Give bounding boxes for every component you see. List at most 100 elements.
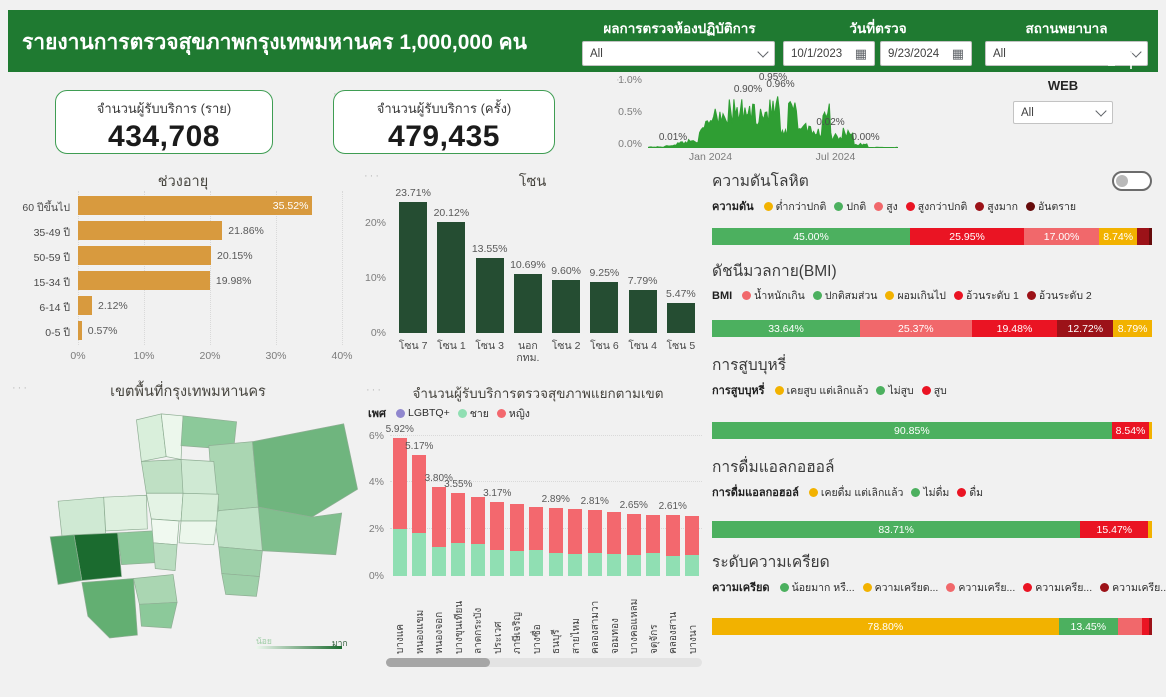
legend-item[interactable]: ความเครีย... bbox=[946, 579, 1015, 596]
segment-ปกติสมส่วน[interactable]: 33.64% bbox=[712, 320, 861, 337]
bar-female-บางคอแหลม[interactable] bbox=[626, 514, 641, 555]
legend-item[interactable]: ความเครีย... bbox=[1023, 579, 1092, 596]
bar-female-บางแค[interactable] bbox=[392, 437, 407, 530]
segment-สูงมาก[interactable] bbox=[1137, 228, 1149, 245]
legend-item[interactable]: อ้วนระดับ 1 bbox=[953, 287, 1019, 304]
segment-ไม่ดื่ม[interactable]: 83.71% bbox=[712, 521, 1081, 538]
trend-plot[interactable] bbox=[648, 78, 898, 148]
segment-ความเครีย...[interactable] bbox=[1148, 618, 1152, 635]
bar-female-ภาษีเจริญ[interactable] bbox=[509, 503, 524, 552]
bar-female-จตุจักร[interactable] bbox=[646, 514, 661, 553]
bar-male-จตุจักร[interactable] bbox=[646, 552, 661, 576]
segment-ความเครียด...[interactable]: 78.80% bbox=[712, 618, 1059, 635]
chart-scrollbar[interactable] bbox=[386, 658, 702, 667]
segment-เคยดื่ม แต่เลิกแล้ว[interactable] bbox=[1148, 521, 1152, 538]
bar-female-จอมทอง[interactable] bbox=[607, 511, 622, 554]
more-options-icon[interactable]: ··· bbox=[12, 382, 29, 394]
bar-female-บางนา[interactable] bbox=[685, 516, 700, 555]
bar-female-สายไหม[interactable] bbox=[568, 509, 583, 554]
toggle-switch[interactable] bbox=[1112, 170, 1152, 191]
bar-male-ภาษีเจริญ[interactable] bbox=[509, 551, 524, 576]
bar-female-คลองสาน[interactable] bbox=[665, 514, 680, 557]
more-options-icon[interactable]: ··· bbox=[616, 74, 633, 86]
bar-male-บางซื่อ[interactable] bbox=[529, 550, 544, 576]
segment-ปกติ[interactable]: 45.00% bbox=[712, 228, 910, 245]
bar-35-49 ปี[interactable] bbox=[78, 221, 223, 240]
segment-ความเครีย...[interactable] bbox=[1117, 618, 1143, 635]
bar-6-14 ปี[interactable] bbox=[78, 296, 92, 315]
bar-โซน 4[interactable] bbox=[628, 290, 657, 333]
calendar-icon[interactable]: ▦ bbox=[951, 46, 964, 61]
filter-icon[interactable] bbox=[1104, 58, 1118, 69]
legend-item[interactable]: ต่ำกว่าปกติ bbox=[763, 198, 826, 215]
legend-item[interactable]: สูงกว่าปกติ bbox=[905, 198, 967, 215]
bar-male-สายไหม[interactable] bbox=[568, 553, 583, 576]
segment-ความเครีย...[interactable] bbox=[1142, 618, 1149, 635]
segment-สูงกว่าปกติ[interactable]: 25.95% bbox=[910, 228, 1025, 245]
legend-item[interactable]: สูง bbox=[874, 198, 898, 215]
bar-โซน 6[interactable] bbox=[590, 282, 619, 333]
bar-male-บางคอแหลม[interactable] bbox=[626, 554, 641, 576]
legend-item[interactable]: ดื่ม bbox=[957, 484, 983, 501]
bar-male-คลองสามวา[interactable] bbox=[587, 552, 602, 576]
segment-น้ำหนักเกิน[interactable]: 25.37% bbox=[860, 320, 972, 337]
segment-ต่ำกว่าปกติ[interactable]: 8.74% bbox=[1098, 228, 1138, 245]
hospital-filter-dropdown[interactable]: All bbox=[985, 41, 1148, 66]
legend-item[interactable]: ชาย bbox=[457, 405, 489, 422]
legend-item[interactable]: ผอมเกินไป bbox=[885, 287, 946, 304]
date-end-input[interactable]: 9/23/2024 ▦ bbox=[880, 41, 972, 66]
more-options-icon[interactable]: ··· bbox=[364, 170, 381, 182]
date-start-input[interactable]: 10/1/2023 ▦ bbox=[783, 41, 875, 66]
bar-male-จอมทอง[interactable] bbox=[607, 553, 622, 576]
more-options-icon[interactable]: ··· bbox=[366, 384, 383, 396]
segment-สูง[interactable]: 17.00% bbox=[1024, 228, 1099, 245]
bar-โซน 2[interactable] bbox=[552, 280, 581, 333]
legend-item[interactable]: LGBTQ+ bbox=[396, 407, 450, 419]
bar-female-หนองจอก[interactable] bbox=[431, 487, 446, 547]
bar-นอก กทม.[interactable] bbox=[513, 274, 542, 333]
scrollbar-thumb[interactable] bbox=[386, 658, 490, 667]
bar-female-ลาดกระบัง[interactable] bbox=[470, 496, 485, 545]
segment-ผอมเกินไป[interactable]: 8.79% bbox=[1113, 320, 1152, 337]
bar-โซน 1[interactable] bbox=[437, 222, 466, 333]
legend-item[interactable]: เคยดื่ม แต่เลิกแล้ว bbox=[808, 484, 903, 501]
bar-โซน 3[interactable] bbox=[475, 258, 504, 333]
legend-item[interactable]: ไม่สูบ bbox=[876, 382, 914, 399]
segment-ดื่ม[interactable]: 15.47% bbox=[1080, 521, 1149, 538]
segment-สูบ[interactable]: 8.54% bbox=[1111, 422, 1150, 439]
bar-male-บางขุนเทียน[interactable] bbox=[451, 543, 466, 576]
bar-female-บางขุนเทียน[interactable] bbox=[451, 493, 466, 544]
choropleth-map[interactable] bbox=[12, 402, 364, 640]
legend-item[interactable]: อันตราย bbox=[1026, 198, 1076, 215]
legend-item[interactable]: หญิง bbox=[496, 405, 530, 422]
legend-item[interactable]: น้อยมาก หรื... bbox=[779, 579, 855, 596]
bar-female-ธนบุรี[interactable] bbox=[548, 508, 563, 554]
bar-male-ประเวศ[interactable] bbox=[490, 549, 505, 576]
trend-area[interactable] bbox=[648, 96, 898, 148]
segment-เคยสูบ แต่เลิกแล้ว[interactable] bbox=[1149, 422, 1152, 439]
calendar-icon[interactable]: ▦ bbox=[854, 46, 867, 61]
web-filter-dropdown[interactable]: All bbox=[1013, 101, 1113, 124]
legend-item[interactable]: น้ำหนักเกิน bbox=[742, 287, 805, 304]
bar-60 ปีขึ้นไป[interactable] bbox=[78, 196, 313, 215]
bar-0-5 ปี[interactable] bbox=[78, 321, 82, 340]
bar-male-บางนา[interactable] bbox=[685, 554, 700, 576]
bar-male-หนองแขม[interactable] bbox=[412, 532, 427, 576]
bar-female-หนองแขม[interactable] bbox=[412, 455, 427, 533]
bar-male-ธนบุรี[interactable] bbox=[548, 553, 563, 576]
legend-item[interactable]: ความเครียด... bbox=[862, 579, 938, 596]
legend-item[interactable]: เคยสูบ แต่เลิกแล้ว bbox=[774, 382, 868, 399]
segment-น้อยมาก หรื...[interactable]: 13.45% bbox=[1058, 618, 1118, 635]
legend-item[interactable]: ปกติ bbox=[834, 198, 866, 215]
bar-โซน 5[interactable] bbox=[666, 302, 695, 333]
popout-icon[interactable] bbox=[1130, 55, 1132, 69]
segment-ไม่สูบ[interactable]: 90.85% bbox=[712, 422, 1112, 439]
legend-item[interactable]: ปกติสมส่วน bbox=[812, 287, 877, 304]
segment-อ้วนระดับ 2[interactable]: 12.72% bbox=[1057, 320, 1114, 337]
bar-male-ลาดกระบัง[interactable] bbox=[470, 544, 485, 576]
district-shapes[interactable] bbox=[49, 413, 358, 639]
legend-item[interactable]: สูบ bbox=[921, 382, 947, 399]
legend-item[interactable]: สูงมาก bbox=[975, 198, 1018, 215]
legend-item[interactable]: ความเครีย... bbox=[1100, 579, 1166, 596]
lab-filter-dropdown[interactable]: All bbox=[582, 41, 775, 66]
